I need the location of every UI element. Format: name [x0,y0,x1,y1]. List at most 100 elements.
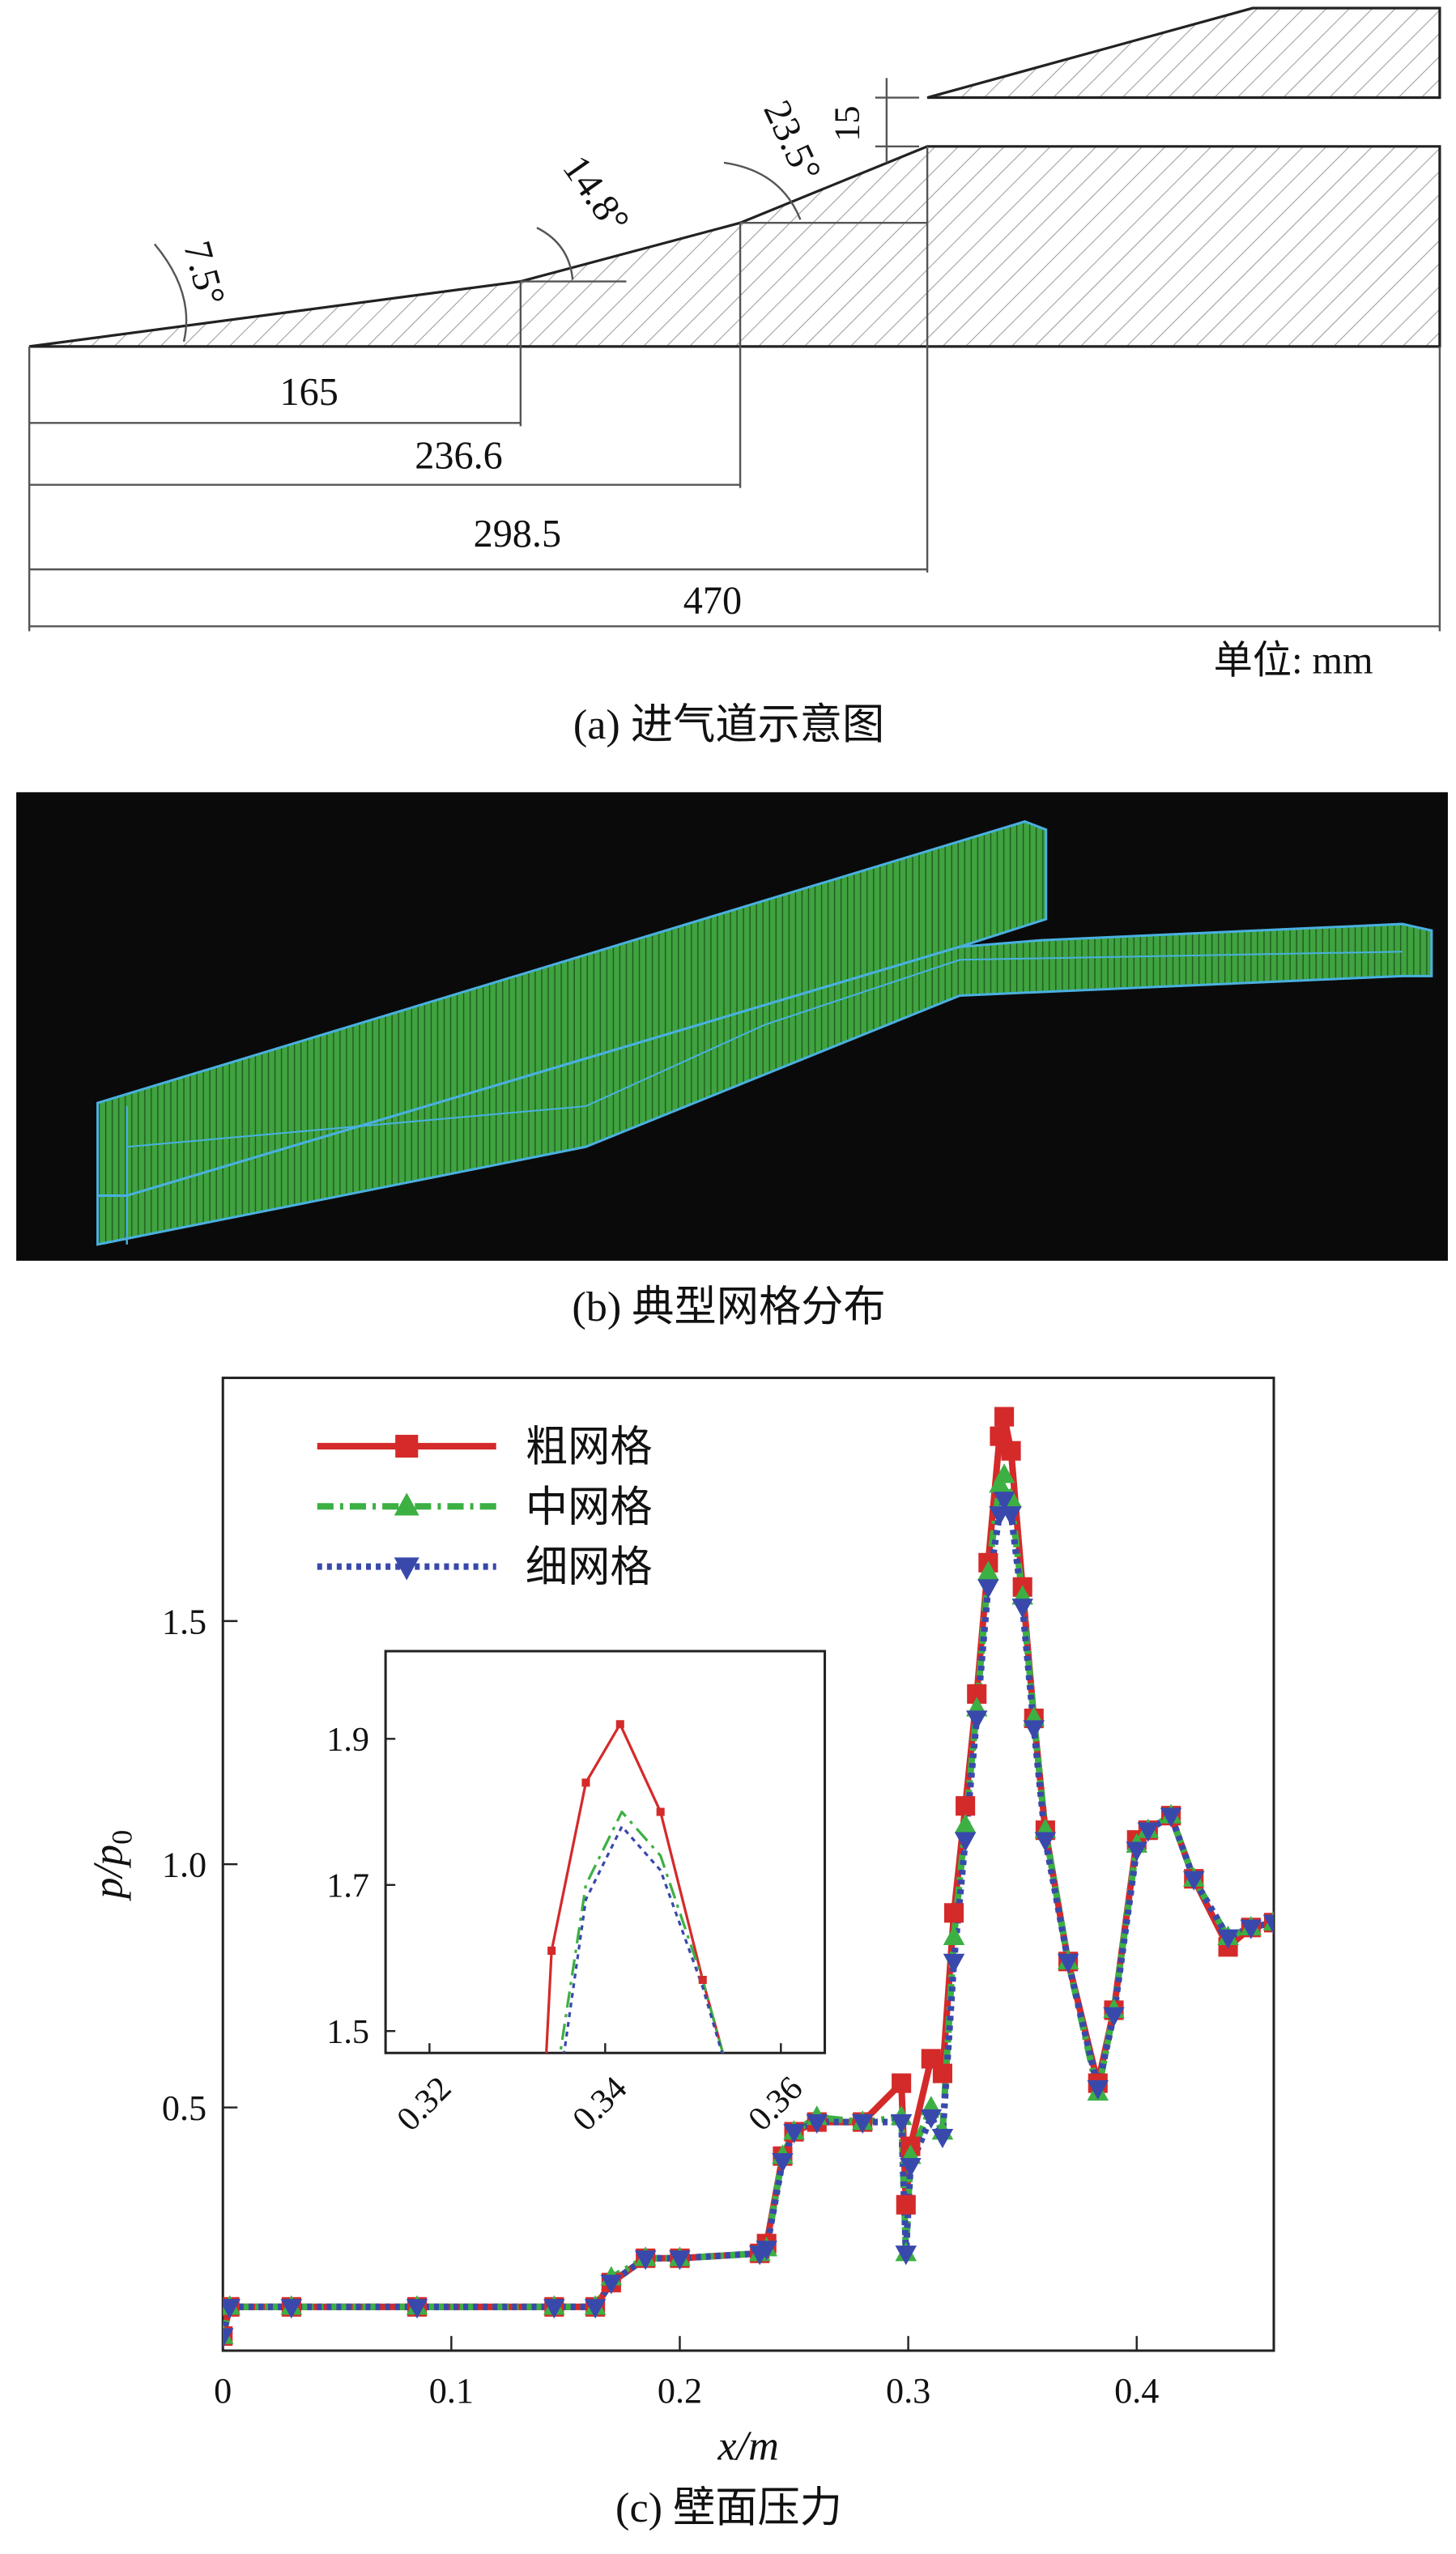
x-tick-label: 0.3 [886,2371,930,2411]
data-marker [1126,1841,1147,1862]
data-marker [615,1720,624,1729]
x-tick-label: 0.2 [658,2371,702,2411]
series-line [559,1810,725,2054]
data-marker [943,1925,965,1945]
data-marker [1103,2007,1125,2027]
data-marker [931,2128,954,2149]
data-marker [977,1579,999,1599]
data-marker [1262,1914,1274,1935]
dimension-label: 470 [683,579,742,622]
y-tick-label: 1.5 [162,1602,206,1641]
unit-label: 单位: mm [1214,640,1373,683]
y-axis-label: p/p0 [85,1830,138,1902]
data-marker [1034,1832,1057,1852]
angle-label: 14.8° [554,148,637,241]
data-marker [806,2113,828,2135]
data-marker [954,1832,977,1852]
data-marker [772,2152,794,2173]
series-line [562,1824,724,2054]
y-tick-label: 0.5 [162,2088,206,2128]
data-marker [954,1813,977,1833]
legend-label: 粗网格 [526,1424,653,1471]
angle-label: 23.5° [755,94,829,188]
data-marker [1023,1720,1045,1740]
data-marker [1217,1929,1239,1949]
gap-label: 15 [828,106,867,142]
data-marker [600,2275,623,2295]
pressure-chart: x/m p/p0 (c) 壁面压力 0 0.1 0.2 0.3 0.40.51.01.5… [85,1377,1275,2531]
data-marker [943,1953,965,1973]
data-marker [1087,2079,1109,2100]
x-tick-label: 0.1 [429,2371,474,2411]
y-tick-label: 1.7 [326,1867,369,1905]
plot-area [384,1649,827,2054]
series-group [223,1407,1274,2348]
data-marker [756,2241,777,2261]
data-marker [783,2123,805,2144]
data-marker [1000,1506,1022,1526]
data-marker [993,1492,1015,1512]
dimension-label: 298.5 [474,513,561,555]
construction-lines [28,78,1441,632]
caption: (c) 壁面压力 [615,2484,842,2531]
caption: (b) 典型网格分布 [572,1283,885,1330]
data-marker [669,2250,691,2271]
data-marker [993,1463,1015,1483]
y-tick-label: 1.0 [162,1845,206,1885]
x-tick-label: 0 [214,2371,232,2411]
data-marker [584,2299,607,2319]
series-group [545,1720,725,2054]
data-marker [547,1946,556,1955]
mesh-block [96,922,1433,1246]
data-marker [280,2299,303,2319]
mesh-view: (b) 典型网格分布 [16,792,1448,1330]
data-marker [900,2157,922,2178]
cowl [926,6,1441,100]
data-marker [634,2250,657,2271]
data-marker [967,1684,987,1705]
legend-marker [394,1557,419,1581]
series-line [223,1471,1274,2337]
y-tick-label: 1.9 [326,1721,369,1759]
data-marker [896,2194,916,2215]
y-tick-label: 1.5 [326,2013,369,2051]
chart-panel: 0.32 0.34 0.361.51.71.9 [326,1649,827,2139]
dimension-label: 165 [280,371,338,414]
data-marker [920,2109,943,2130]
data-marker [890,2113,913,2135]
data-marker [1137,1822,1160,1842]
legend-marker [394,1492,419,1516]
ramp-body [28,145,1441,348]
legend-marker [395,1434,419,1458]
inlet-schematic: 7.5° 14.8° 23.5° 15 165 236.6 298.5 470 … [28,6,1441,748]
legend-label: 中网格 [526,1483,653,1530]
data-marker [1001,1441,1021,1461]
data-marker [656,1807,665,1816]
data-marker [1240,1919,1262,1939]
caption: (a) 进气道示意图 [573,701,884,748]
data-marker [977,1560,999,1581]
data-marker [1057,1953,1079,1973]
data-marker [932,2063,952,2084]
data-marker [1182,1871,1205,1891]
data-marker [943,1903,964,1923]
data-marker [1160,1807,1182,1828]
data-marker [851,2113,874,2135]
data-marker [956,1796,976,1816]
dimension-label: 236.6 [415,435,502,478]
data-marker [223,2299,241,2319]
data-marker [581,1778,590,1787]
y-axis-label-main: p/p [85,1845,132,1902]
data-marker [892,2073,912,2093]
data-marker [406,2299,428,2319]
x-tick-label: 0.4 [1114,2371,1159,2411]
data-marker [994,1407,1015,1427]
data-marker [698,1976,707,1985]
y-axis-label-sub: 0 [106,1830,138,1845]
data-marker [543,2299,565,2319]
data-marker [965,1710,988,1730]
legend-label: 细网格 [526,1544,653,1591]
data-marker [895,2245,917,2266]
